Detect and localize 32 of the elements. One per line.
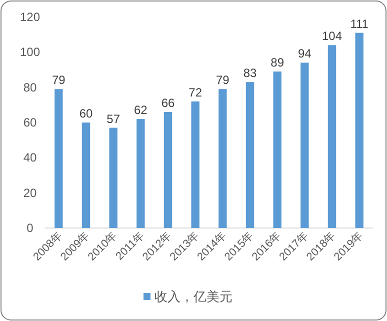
bar [136, 118, 145, 228]
y-tick-label: 80 [23, 80, 37, 94]
data-label: 94 [298, 46, 312, 61]
data-label: 72 [188, 85, 202, 100]
bar [218, 89, 227, 228]
bar [328, 45, 336, 228]
bar [82, 122, 90, 228]
data-label: 57 [106, 112, 120, 126]
bar [109, 128, 118, 228]
bar [300, 62, 309, 228]
y-tick-label: 0 [26, 221, 34, 235]
data-label: 66 [161, 96, 175, 110]
legend-label: 收入，亿美元 [154, 289, 232, 304]
data-label: 104 [322, 29, 342, 44]
y-tick-label: 100 [20, 45, 40, 60]
data-label: 62 [134, 102, 148, 117]
bar [273, 72, 282, 228]
data-label: 83 [243, 66, 257, 80]
bar [164, 112, 172, 228]
data-label: 79 [52, 73, 66, 88]
bar [191, 101, 200, 228]
y-tick-label: 40 [23, 150, 37, 165]
bar [54, 89, 63, 228]
data-label: 79 [216, 73, 230, 88]
data-label: 89 [270, 56, 284, 70]
y-tick-label: 60 [23, 116, 37, 130]
y-tick-label: 20 [23, 186, 37, 200]
data-label: 60 [79, 106, 93, 120]
data-label: 111 [350, 16, 369, 31]
bar [355, 32, 364, 228]
y-tick-label: 120 [20, 10, 40, 24]
bar [246, 82, 254, 228]
